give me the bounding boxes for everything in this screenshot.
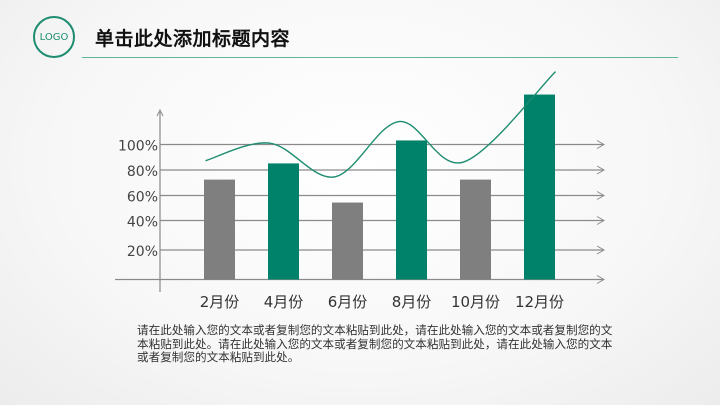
bar-2月份: [204, 179, 235, 280]
bar-12月份: [524, 94, 555, 280]
arrow-icon: [596, 275, 606, 284]
logo: LOGO: [33, 16, 75, 58]
y-tick-label: 40%: [127, 215, 158, 231]
y-tick-label: 60%: [127, 190, 158, 206]
body-text: 请在此处输入您的文本或者复制您的文本粘贴到此处，请在此处输入您的文本或者复制您的…: [137, 323, 613, 365]
arrow-icon: [596, 140, 606, 149]
title-divider: [82, 57, 678, 58]
arrow-icon: [156, 108, 164, 117]
y-tick-label: 100%: [118, 139, 158, 155]
arrow-icon: [596, 191, 606, 200]
bar-10月份: [460, 179, 491, 280]
arrow-icon: [596, 245, 606, 255]
bar-6月份: [332, 202, 363, 280]
bar-4月份: [268, 163, 299, 280]
arrow-icon: [596, 165, 606, 175]
x-tick-label: 8月份: [392, 293, 432, 311]
x-tick-label: 2月份: [200, 293, 240, 311]
x-tick-label: 12月份: [515, 293, 564, 311]
x-tick-label: 6月份: [328, 293, 368, 311]
y-tick-label: 20%: [127, 244, 158, 260]
arrow-icon: [596, 216, 606, 225]
y-tick-label: 80%: [127, 164, 158, 180]
trend-line: [205, 71, 556, 178]
x-tick-label: 10月份: [451, 293, 500, 311]
bar-8月份: [396, 140, 427, 280]
page-title: 单击此处添加标题内容: [95, 28, 291, 50]
x-tick-label: 4月份: [264, 293, 304, 311]
